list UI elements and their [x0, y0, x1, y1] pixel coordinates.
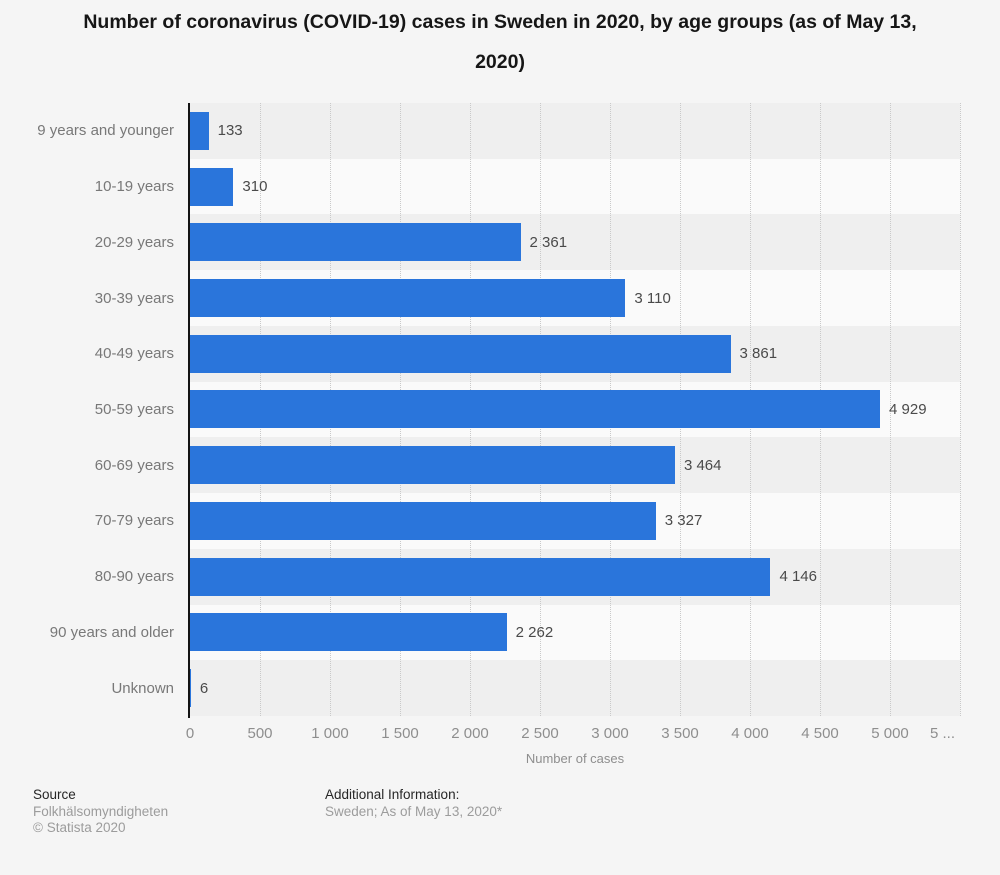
category-label: 9 years and younger [37, 122, 174, 140]
x-tick-label: 1 000 [311, 725, 349, 742]
row-band [190, 158, 960, 215]
bar-value-label: 2 262 [515, 623, 554, 641]
bar[interactable] [190, 223, 521, 262]
bar-value-label: 4 929 [889, 400, 927, 418]
x-tick-label: 4 500 [801, 725, 839, 742]
bar[interactable] [190, 557, 771, 596]
category-label: 40-49 years [94, 345, 174, 363]
gridline [960, 103, 961, 716]
bar-row: 3 861 [190, 326, 960, 382]
y-axis-labels: 9 years and younger 10-19 years 20-29 year… [0, 103, 174, 716]
x-tick-label: 500 [247, 725, 273, 742]
footer-additional-info: Additional Information: Sweden; As of Ma… [325, 787, 502, 820]
category-label: 60-69 years [94, 456, 174, 474]
bar-row: 3 110 [190, 270, 960, 326]
additional-info-text: Sweden; As of May 13, 2020* [325, 803, 503, 819]
bar-value-label: 310 [242, 178, 268, 196]
bar-value-label: 3 327 [664, 512, 703, 530]
chart-title: Number of coronavirus (COVID-19) cases i… [83, 11, 917, 73]
bar[interactable] [190, 167, 234, 206]
bar-value-label: 2 361 [529, 233, 568, 251]
plot-area: 133 310 2 361 3 110 3 861 4 929 3 464 3 327 4 14… [188, 103, 961, 718]
bar-value-label: 133 [217, 122, 243, 140]
bar[interactable] [190, 279, 626, 318]
bar-row: 2 262 [190, 605, 960, 661]
bar-row: 3 464 [190, 437, 960, 493]
bar-row: 310 [190, 159, 960, 215]
bar-row: 6 [190, 660, 960, 716]
x-tick-label: 4 000 [731, 725, 769, 742]
bar[interactable] [190, 111, 209, 150]
x-tick-label: 3 500 [661, 725, 699, 742]
category-label: 30-39 years [94, 289, 174, 307]
additional-info-label: Additional Information: [325, 787, 460, 802]
row-band [190, 660, 960, 716]
bar-row: 2 361 [190, 214, 960, 270]
x-axis-ticks: 0 500 1 000 1 500 2 000 2 500 3 000 3 500 4 000 4… [186, 724, 960, 744]
bar[interactable] [190, 613, 507, 652]
bar-value-label: 4 146 [779, 568, 817, 586]
bar[interactable] [190, 501, 656, 540]
category-label: 80-90 years [94, 568, 174, 586]
bar[interactable] [190, 390, 881, 429]
bar[interactable] [190, 446, 675, 485]
bar-value-label: 3 110 [634, 289, 671, 307]
x-tick-label: 0 [185, 725, 195, 742]
bar-row: 133 [190, 103, 960, 159]
row-band [190, 103, 960, 159]
category-label: 20-29 years [94, 233, 174, 251]
x-tick-label: 2 500 [521, 725, 559, 742]
source-label: Source [33, 787, 76, 802]
bar-row: 3 327 [190, 493, 960, 549]
x-tick-label: 3 000 [591, 725, 629, 742]
category-label: Unknown [111, 679, 174, 697]
bar[interactable] [190, 334, 731, 373]
x-axis-title: Number of cases [525, 751, 625, 766]
footer-source: Source Folkhälsomyndigheten © Statista 2… [33, 787, 168, 837]
bar-row: 4 929 [190, 382, 960, 438]
category-label: 10-19 years [94, 178, 174, 196]
copyright: © Statista 2020 [33, 820, 126, 835]
gridline [890, 103, 891, 716]
bar-value-label: 3 464 [683, 456, 722, 474]
category-label: 70-79 years [94, 512, 174, 530]
bar-value-label: 3 861 [739, 345, 778, 363]
bar[interactable] [190, 669, 191, 708]
x-tick-label: 5 000 [871, 725, 909, 742]
bar-value-label: 6 [199, 679, 209, 697]
x-tick-label: 1 500 [381, 725, 419, 742]
y-axis-line [188, 103, 190, 718]
category-label: 90 years and older [49, 623, 174, 641]
bar-row: 4 146 [190, 549, 960, 605]
x-tick-label: 5 ... [929, 725, 955, 742]
x-tick-label: 2 000 [451, 725, 489, 742]
category-label: 50-59 years [94, 400, 174, 418]
source-name: Folkhälsomyndigheten [33, 803, 169, 819]
